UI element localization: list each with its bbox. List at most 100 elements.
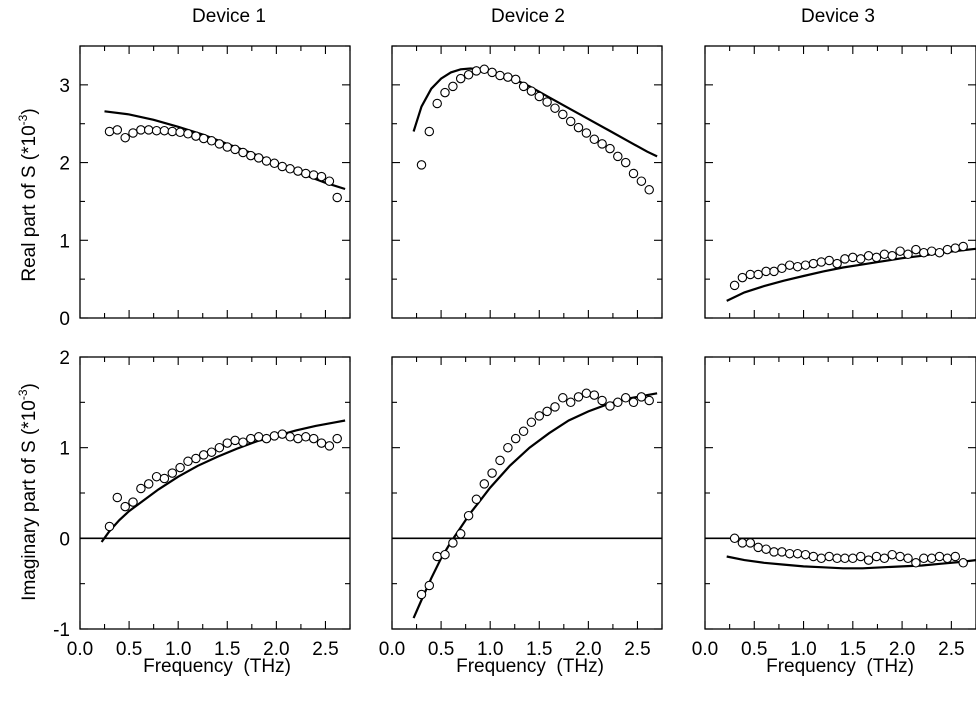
data-point [620,157,631,168]
data-point [301,432,311,442]
x-tick-label: 1.5 [840,639,866,660]
data-point [143,125,154,135]
data-point [848,252,858,263]
data-point [840,254,850,264]
data-point [550,402,560,412]
x-tick-label: 2.5 [624,639,650,660]
data-point [518,81,529,92]
y-tick-label: 3 [59,76,70,97]
data-point [332,192,342,203]
data-point [151,125,162,136]
column-title-device-2: Device 2 [491,6,565,27]
data-point [191,453,201,464]
y-tick-label: 1 [59,439,70,460]
data-point [628,168,639,179]
data-point [269,158,280,169]
x-tick-label: 0.0 [67,639,93,660]
data-point [175,127,185,138]
data-point [238,437,248,447]
data-point [246,433,256,444]
y-tick-label: 2 [59,348,70,369]
panels: 0 1 2 3 -1 0 1 2 0.0 0.5 1.0 1.5 2.0 2.5 0.0 0.5 1.0 1.5 2… [53,45,976,660]
data-point [104,521,115,532]
data-point [550,103,560,113]
data-point [879,553,890,564]
data-point [753,542,763,553]
x-tick-label: 0.0 [379,639,405,660]
data-point [222,142,233,152]
data-point [871,551,882,562]
data-point [432,551,442,562]
data-point [455,73,466,84]
data-point [605,143,615,154]
data-point [440,549,450,560]
data-point [942,244,953,255]
panel-frame [391,45,663,319]
y-axis-label-real-exp: -3 [16,114,30,125]
data-point [432,98,442,109]
data-point [605,401,615,411]
x-tick-label: 1.0 [477,639,503,660]
data-point [495,455,505,466]
data-point [919,247,929,258]
data-point [159,473,170,484]
data-point [871,252,882,263]
data-point [565,116,576,127]
data-point [934,247,945,258]
model-curve [412,392,658,619]
data-point [191,131,201,141]
data-point [261,433,272,444]
data-point [222,438,233,448]
data-point [777,547,787,557]
y-axis-label-imaginary-exp: -3 [16,389,30,400]
y-axis-label-real-main: Real part of S (*10 [19,125,40,281]
y-axis-label-real: Real part of S (*10-3) [16,108,40,281]
x-tick-label: 2.5 [312,639,338,660]
panel-real-device-2 [391,45,663,319]
data-point [887,251,897,261]
data-point [253,432,264,442]
data-point [455,529,466,539]
data-point [495,70,505,81]
data-point [510,433,521,444]
panel-frame [79,45,351,319]
data-point [824,255,834,266]
data-point [167,468,178,478]
data-point [175,462,185,473]
data-point [784,548,795,559]
data-point [729,533,740,544]
data-point [824,551,834,562]
model-curve [100,419,346,543]
data-point [308,170,319,180]
data-point [926,246,937,256]
data-point [120,501,130,512]
data-point [597,395,607,406]
data-point [136,125,146,135]
data-point [159,125,170,136]
data-point [832,553,842,564]
data-point [198,133,209,144]
x-tick-label: 1.5 [526,639,552,660]
data-point [112,492,123,503]
data-point [214,442,225,453]
panel-imaginary-device-1: -1 0 1 2 0.0 0.5 1.0 1.5 2.0 2.5 [53,348,351,660]
data-point [526,86,537,96]
x-tick-label: 2.0 [889,639,915,660]
panel-imaginary-device-2: 0.0 0.5 1.0 1.5 2.0 2.5 [379,356,663,660]
data-point [761,544,771,554]
data-point [644,185,654,195]
data-point [183,456,193,467]
data-point [301,168,311,179]
x-tick-label: 2.0 [263,639,289,660]
data-point [487,468,497,478]
data-point [887,549,897,560]
data-point [285,432,295,442]
y-axis-label-imaginary-end: ) [19,383,40,389]
data-point [534,91,545,102]
data-point [934,551,945,562]
data-point [950,243,961,253]
data-point [919,553,929,564]
y-axis-label-imaginary-main: Imaginary part of S (*10 [19,400,40,601]
x-tick-label: 1.0 [790,639,816,660]
